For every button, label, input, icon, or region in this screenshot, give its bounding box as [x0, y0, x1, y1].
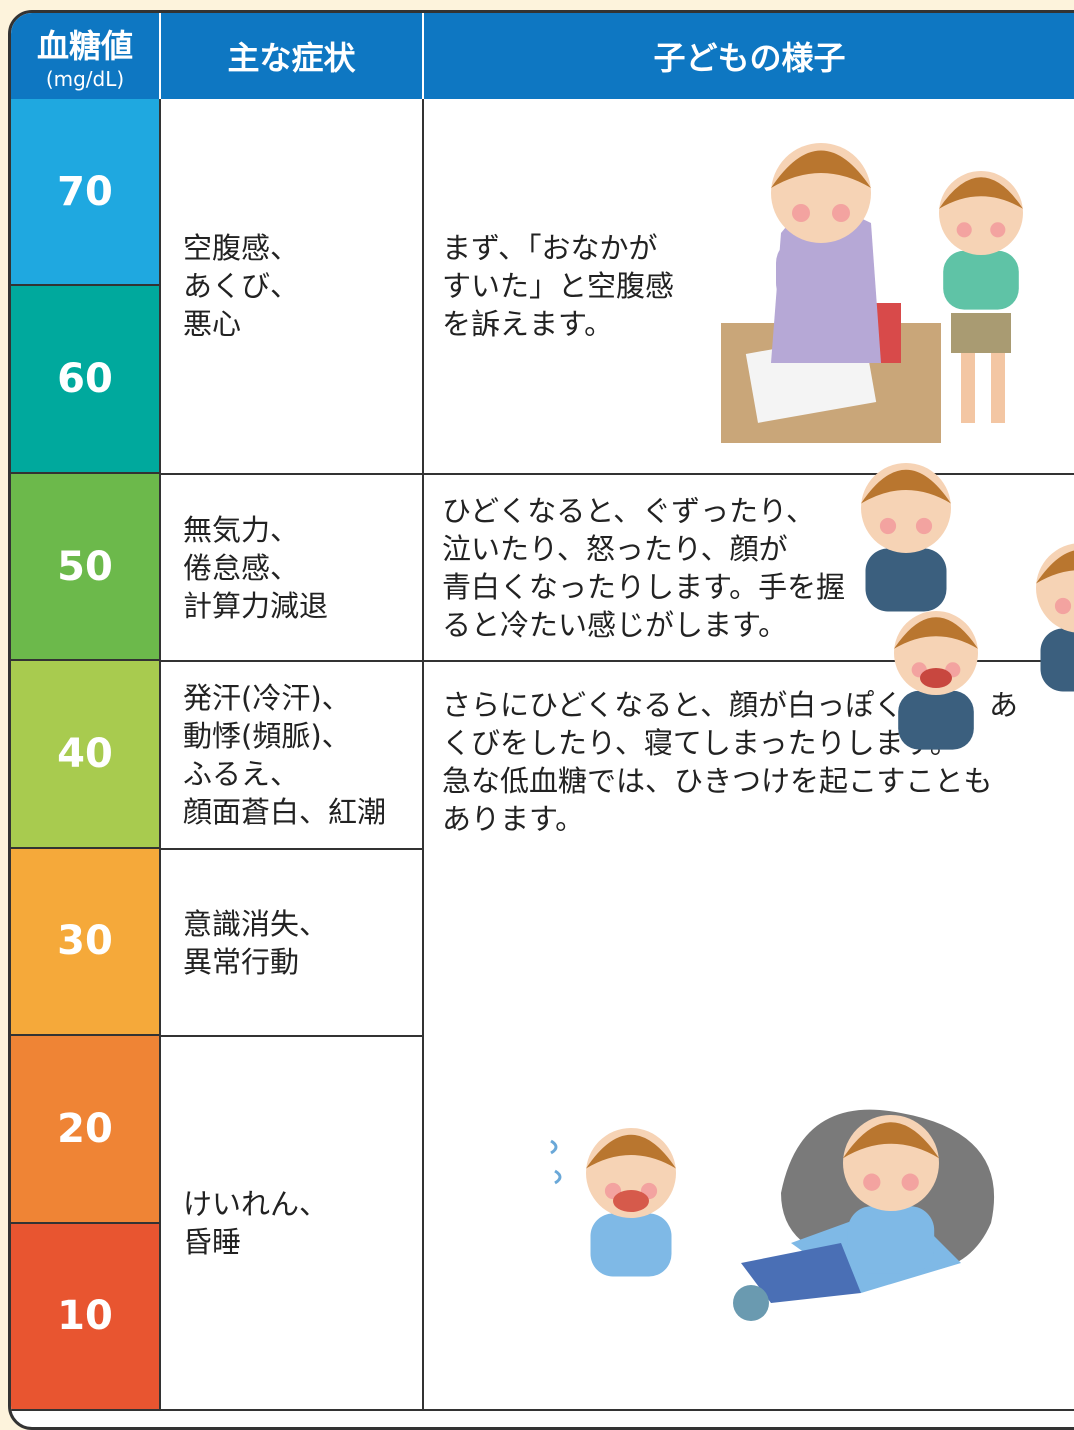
text-line: ふるえ、: [183, 755, 422, 793]
text-line: 異常行動: [183, 943, 422, 981]
text-line: 50: [57, 544, 113, 590]
level-cell: 20: [11, 1036, 161, 1223]
text-line: 動悸(頻脈)、: [183, 717, 422, 755]
text-line: 20: [57, 1106, 113, 1152]
text-line: あくび、: [183, 267, 422, 305]
text-line: あります。: [442, 800, 1074, 838]
header-symptoms-cell: 主な症状: [161, 13, 424, 99]
text-line: 30: [57, 918, 113, 964]
text-line: 倦怠感、: [183, 549, 422, 587]
header-symptoms: 主な症状: [227, 33, 355, 79]
level-cell: 10: [11, 1224, 161, 1411]
text-line: 昏睡: [183, 1223, 422, 1261]
level-cell: 50: [11, 474, 161, 661]
text-line: 空腹感、: [183, 229, 422, 267]
header-glucose-cell: 血糖値 (mg/dL): [11, 13, 161, 99]
illustration: [711, 133, 1071, 453]
text-line: 悪心: [183, 305, 422, 343]
text-line: 発汗(冷汗)、: [183, 679, 422, 717]
level-cell: 70: [11, 99, 161, 286]
illustration: [851, 453, 1074, 753]
text-line: 計算力減退: [183, 587, 422, 625]
text-line: 40: [57, 731, 113, 777]
header-appearance-cell: 子どもの様子: [424, 13, 1074, 99]
header-glucose: 血糖値: [37, 21, 133, 67]
symptom-cell: 発汗(冷汗)、動悸(頻脈)、ふるえ、顔面蒼白、紅潮: [161, 662, 424, 850]
illustration: [541, 1093, 1061, 1333]
text-line: けいれん、: [183, 1185, 422, 1223]
symptom-cell: 空腹感、あくび、悪心: [161, 99, 424, 475]
header-appearance: 子どもの様子: [653, 33, 845, 79]
text-line: 急な低血糖では、ひきつけを起こすことも: [442, 762, 1074, 800]
text-line: 無気力、: [183, 511, 422, 549]
level-cell: 60: [11, 286, 161, 473]
header-unit: (mg/dL): [46, 67, 124, 91]
symptom-cell: 無気力、倦怠感、計算力減退: [161, 475, 424, 662]
text-line: 顔面蒼白、紅潮: [183, 793, 422, 831]
text-line: 10: [57, 1293, 113, 1339]
symptom-cell: 意識消失、異常行動: [161, 850, 424, 1037]
text-line: 60: [57, 356, 113, 402]
level-cell: 30: [11, 849, 161, 1036]
text-line: 70: [57, 169, 113, 215]
level-cell: 40: [11, 661, 161, 848]
glucose-table: 血糖値 (mg/dL) 主な症状 子どもの様子 70 60 50 40 30 20 10 空腹…: [8, 10, 1074, 1430]
text-line: 意識消失、: [183, 905, 422, 943]
symptom-cell: けいれん、昏睡: [161, 1037, 424, 1411]
